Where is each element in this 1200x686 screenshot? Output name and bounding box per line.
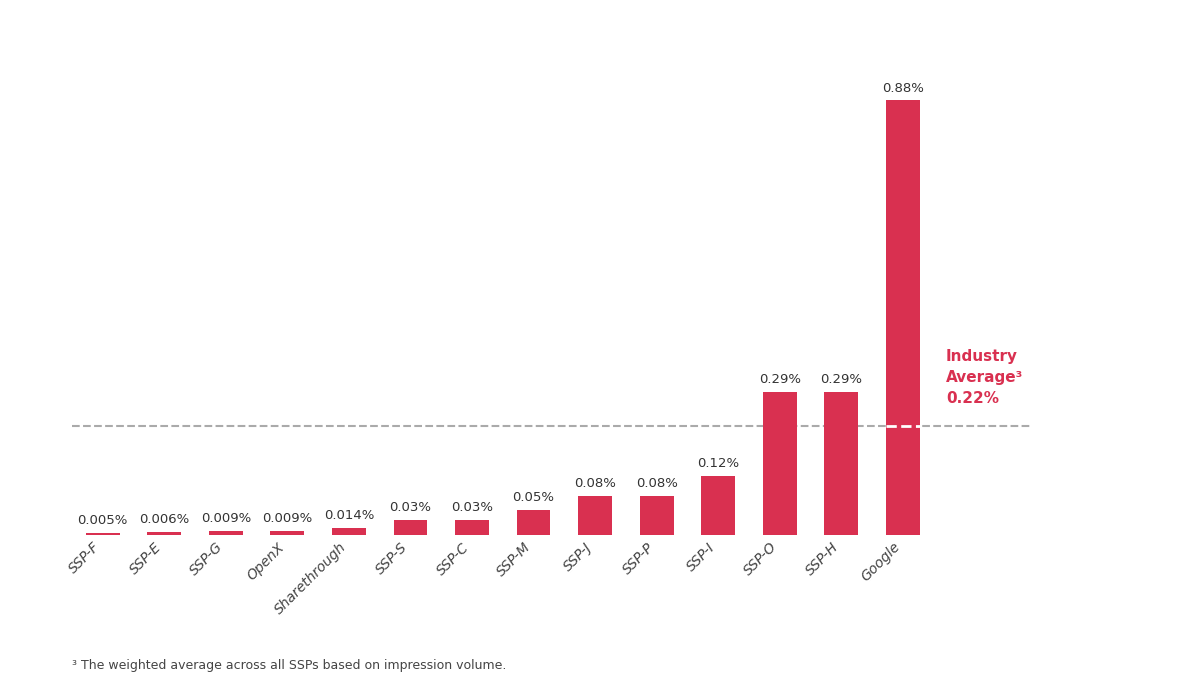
- Bar: [701, 476, 736, 535]
- Text: Industry
Average³
0.22%: Industry Average³ 0.22%: [946, 348, 1024, 405]
- Bar: [578, 495, 612, 535]
- Bar: [886, 100, 919, 535]
- Text: 0.009%: 0.009%: [200, 512, 251, 525]
- Bar: [763, 392, 797, 535]
- Bar: [455, 520, 488, 535]
- Text: 0.05%: 0.05%: [512, 491, 554, 504]
- Bar: [86, 532, 120, 535]
- Text: 0.006%: 0.006%: [139, 513, 190, 526]
- Text: 0.88%: 0.88%: [882, 82, 924, 95]
- Bar: [148, 532, 181, 535]
- Bar: [517, 510, 551, 535]
- Bar: [394, 520, 427, 535]
- Text: 0.005%: 0.005%: [78, 514, 128, 527]
- Text: 0.009%: 0.009%: [263, 512, 312, 525]
- Text: 0.08%: 0.08%: [636, 477, 678, 490]
- Text: 0.12%: 0.12%: [697, 457, 739, 470]
- Text: 0.29%: 0.29%: [821, 373, 863, 386]
- Bar: [332, 528, 366, 535]
- Text: 0.03%: 0.03%: [390, 501, 432, 514]
- Text: 0.014%: 0.014%: [324, 509, 374, 522]
- Text: ³ The weighted average across all SSPs based on impression volume.: ³ The weighted average across all SSPs b…: [72, 659, 506, 672]
- Text: 0.08%: 0.08%: [574, 477, 616, 490]
- Bar: [640, 495, 673, 535]
- Bar: [270, 531, 305, 535]
- Text: 0.03%: 0.03%: [451, 501, 493, 514]
- Bar: [209, 531, 242, 535]
- Text: 0.29%: 0.29%: [758, 373, 800, 386]
- Bar: [824, 392, 858, 535]
